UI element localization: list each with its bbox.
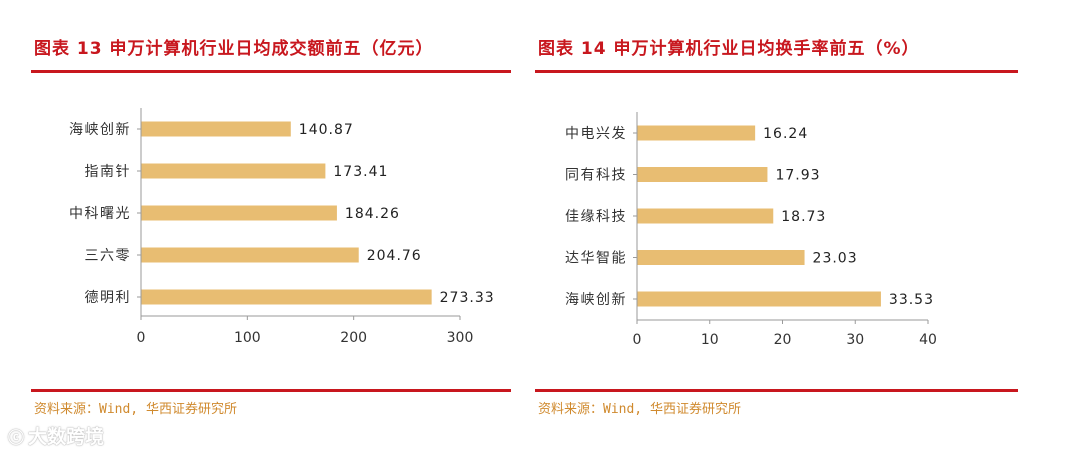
watermark-text: 大数跨境: [28, 426, 105, 448]
chart-title: 图表 14 申万计算机行业日均换手率前五（%）: [538, 39, 920, 59]
x-tick-label: 20: [774, 332, 792, 348]
data-label: 140.87: [299, 122, 354, 138]
data-label: 173.41: [333, 164, 388, 180]
title-divider: [31, 70, 511, 73]
bar: [141, 121, 291, 137]
data-label: 18.73: [781, 209, 826, 225]
data-label: 33.53: [889, 292, 934, 308]
chart-panel-turnover-rate: 图表 14 申万计算机行业日均换手率前五（%） 0 10 20 30 40 中电兴发 16.…: [530, 0, 1030, 458]
category-label: 指南针: [85, 164, 132, 180]
category-label: 德明利: [85, 290, 132, 306]
bar: [141, 205, 337, 221]
x-tick-label: 40: [919, 332, 937, 348]
x-tick-label: 10: [701, 332, 719, 348]
watermark-logo-icon: ⓒ: [8, 428, 25, 447]
x-tick-label: 100: [234, 330, 261, 346]
bar: [141, 163, 326, 179]
bar-chart-turnover-value: 0 100 200 300 海峡创新 140.87 指南针 173.41 中科曙光 184.26 三…: [69, 108, 495, 346]
source-divider: [535, 389, 1018, 392]
category-label: 三六零: [85, 248, 132, 264]
bar: [637, 125, 756, 141]
data-label: 273.33: [440, 290, 495, 306]
source-note: 资料来源：Wind, 华西证券研究所: [538, 402, 741, 417]
category-label: 达华智能: [565, 251, 627, 267]
category-label: 中电兴发: [565, 126, 627, 142]
x-tick-label: 0: [633, 332, 642, 348]
category-label: 同有科技: [565, 168, 627, 184]
title-divider: [535, 70, 1018, 73]
data-label: 17.93: [775, 168, 820, 184]
chart-panel-turnover-value: 图表 13 申万计算机行业日均成交额前五（亿元） 0 100 200 300 海峡创新 1…: [0, 0, 530, 458]
category-label: 海峡创新: [565, 292, 627, 308]
bar: [637, 167, 768, 182]
category-label: 佳缘科技: [565, 209, 627, 225]
category-label: 中科曙光: [69, 206, 131, 222]
source-divider: [31, 389, 511, 392]
source-note: 资料来源：Wind, 华西证券研究所: [34, 402, 237, 417]
x-tick-label: 300: [447, 330, 474, 346]
data-label: 23.03: [813, 251, 858, 267]
bar: [141, 289, 432, 305]
x-tick-label: 200: [340, 330, 367, 346]
bar: [637, 291, 881, 307]
x-tick-label: 30: [846, 332, 864, 348]
x-tick-label: 0: [137, 330, 146, 346]
chart-title: 图表 13 申万计算机行业日均成交额前五（亿元）: [34, 39, 434, 59]
bar: [141, 247, 359, 263]
bar: [637, 208, 774, 224]
data-label: 16.24: [763, 126, 808, 142]
bar: [637, 250, 805, 265]
data-label: 184.26: [345, 206, 400, 222]
category-label: 海峡创新: [69, 122, 131, 138]
watermark: ⓒ 大数跨境: [8, 422, 104, 449]
bar-chart-turnover-rate: 0 10 20 30 40 中电兴发 16.24 同有科技 17.93 佳缘科技 18.73 达华智能…: [565, 112, 937, 348]
data-label: 204.76: [367, 248, 422, 264]
